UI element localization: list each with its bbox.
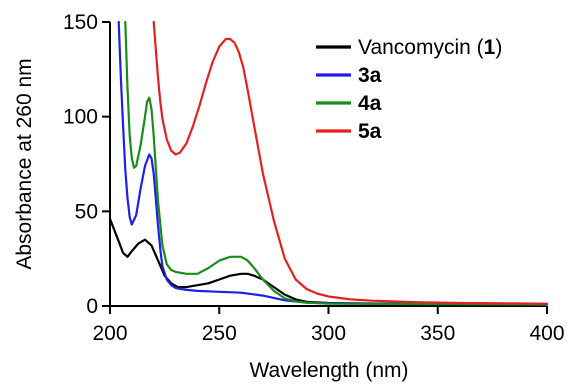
series-line-3a xyxy=(117,20,549,306)
x-tick-label: 400 xyxy=(529,322,564,345)
axes: 200 250 300 350 400 0 50 100 150 xyxy=(63,11,565,345)
x-tick-label: 200 xyxy=(92,322,127,345)
legend-text-bold: 1 xyxy=(484,36,496,59)
legend-entry: 3a xyxy=(358,64,382,87)
plot-lines xyxy=(110,20,549,306)
series-line-vancomycin-1- xyxy=(110,217,549,306)
y-tick-label: 150 xyxy=(63,11,98,34)
y-tick-label: 0 xyxy=(86,295,98,318)
legend-text-bold: 5a xyxy=(358,120,382,143)
legend-text-prefix: Vancomycin ( xyxy=(358,36,484,59)
y-tick-label: 50 xyxy=(75,200,98,223)
x-tick-label: 300 xyxy=(311,322,346,345)
legend-text-bold: 4a xyxy=(358,92,382,115)
legend-entry: 4a xyxy=(358,92,382,115)
x-tick-label: 350 xyxy=(420,322,455,345)
y-tick-label: 100 xyxy=(63,106,98,129)
series-line-4a xyxy=(124,20,549,306)
legend-entry: Vancomycin (1) xyxy=(358,36,502,59)
legend-entry: 5a xyxy=(358,120,382,143)
legend: Vancomycin (1) 3a 4a 5a xyxy=(316,36,502,143)
series-line-5a xyxy=(152,20,549,305)
x-tick-label: 250 xyxy=(202,322,237,345)
y-axis-title: Absorbance at 260 nm xyxy=(13,58,36,269)
legend-text-suffix: ) xyxy=(495,36,502,59)
x-axis-title: Wavelength (nm) xyxy=(249,359,408,382)
legend-text-bold: 3a xyxy=(358,64,382,87)
